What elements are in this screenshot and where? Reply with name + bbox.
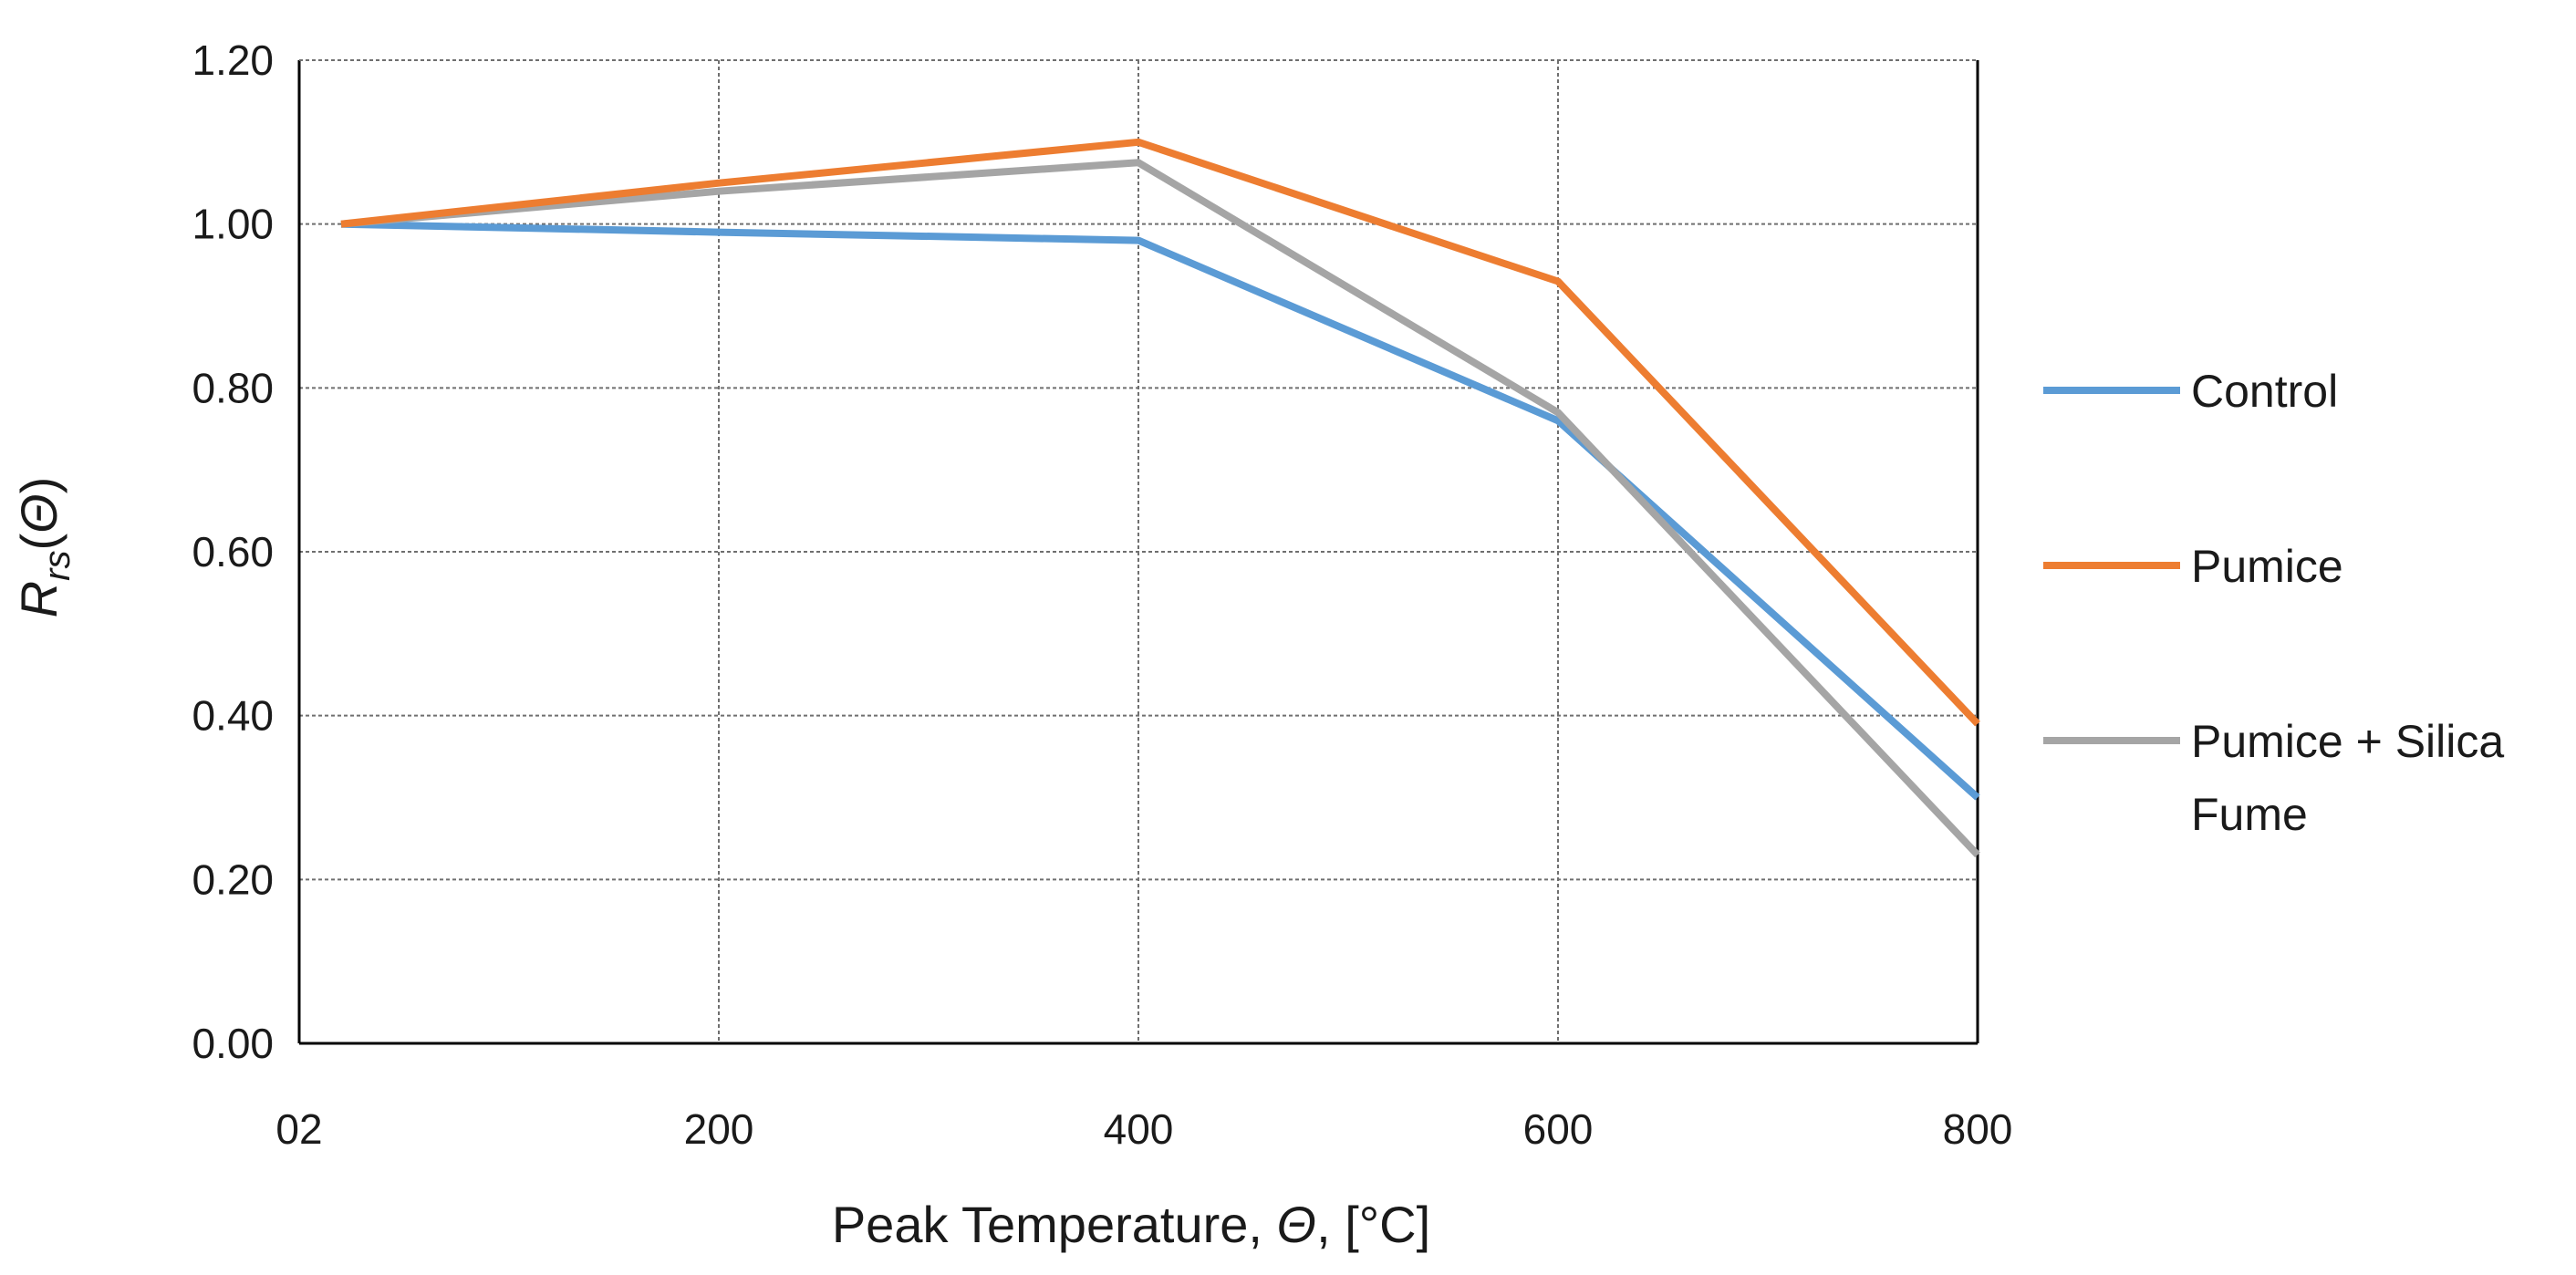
legend-label-control: Control: [2191, 366, 2338, 417]
x-axis-title: Peak Temperature, Θ, [°C]: [832, 1196, 1430, 1253]
series-line-pumice: [340, 138, 1980, 727]
y-tick-label-2: 0.40: [192, 692, 274, 740]
y-tick-label-6: 1.20: [192, 36, 274, 84]
legend-item-pumice-silica-fume: Pumice + Silica Fume: [2043, 716, 2504, 840]
y-axis-title-paren-open: (: [10, 534, 68, 551]
axes: [297, 59, 1979, 1045]
series-line-pumice-silica-fume: [340, 159, 1980, 858]
x-axis-title-prefix: Peak Temperature,: [832, 1196, 1277, 1253]
y-axis-title-main: R: [10, 581, 68, 617]
legend-item-control: Control: [2043, 366, 2338, 417]
y-tick-label-5: 1.00: [192, 201, 274, 248]
tick-labels: 0.00 0.20 0.40 0.60 0.80 1.00 1.20 02 200 400 600 8…: [192, 36, 2012, 1153]
series-lines: [340, 138, 1980, 858]
series-line-control: [340, 220, 1980, 801]
legend-item-pumice: Pumice: [2043, 541, 2343, 592]
legend-label-pumice-silica-fume: Pumice + Silica: [2191, 716, 2504, 767]
x-tick-label-4: 800: [1943, 1105, 2013, 1153]
y-tick-label-3: 0.60: [192, 528, 274, 575]
x-tick-label-0: 02: [275, 1105, 322, 1153]
legend-label-pumice: Pumice: [2191, 541, 2343, 592]
y-tick-label-0: 0.00: [192, 1020, 274, 1067]
y-axis-title-subscript: rs: [37, 551, 78, 581]
x-tick-label-1: 200: [684, 1105, 754, 1153]
x-axis-title-suffix: , [°C]: [1316, 1196, 1430, 1253]
legend: Control Pumice Pumice + Silica Fume: [2043, 366, 2504, 840]
x-tick-label-2: 400: [1104, 1105, 1174, 1153]
y-axis-title: Rrs(Θ): [10, 477, 78, 618]
x-axis-title-symbol: Θ: [1277, 1196, 1317, 1253]
y-tick-label-1: 0.20: [192, 855, 274, 903]
legend-label-pumice-silica-fume-line-2: Fume: [2191, 789, 2308, 840]
y-axis-title-paren-close: ): [10, 477, 68, 494]
y-axis-title-symbol: Θ: [10, 493, 68, 534]
y-tick-label-4: 0.80: [192, 364, 274, 411]
x-tick-label-3: 600: [1523, 1105, 1594, 1153]
